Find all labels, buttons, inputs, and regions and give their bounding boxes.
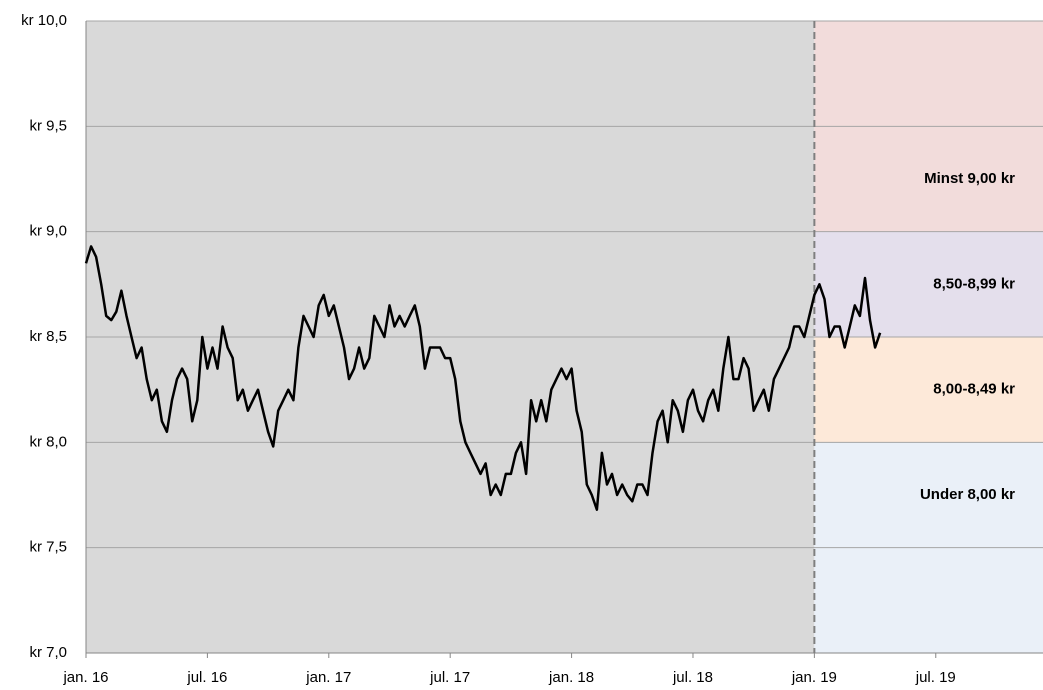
band-label: Under 8,00 kr [920,486,1015,503]
band-label: Minst 9,00 kr [924,170,1015,187]
y-tick-label: kr 9,5 [29,117,67,134]
band-label: 8,50-8,99 kr [933,275,1015,292]
y-tick-label: kr 10,0 [21,12,67,29]
y-tick-label: kr 8,5 [29,328,67,345]
x-tick-label: jul. 16 [186,669,227,686]
y-tick-label: kr 8,0 [29,433,67,450]
x-tick-label: jul. 18 [672,669,713,686]
band-label: 8,00-8,49 kr [933,381,1015,398]
y-tick-label: kr 9,0 [29,223,67,240]
x-tick-label: jan. 19 [791,669,837,686]
y-tick-label: kr 7,0 [29,644,67,661]
x-tick-label: jan. 18 [548,669,594,686]
x-tick-label: jan. 17 [305,669,351,686]
y-tick-label: kr 7,5 [29,539,67,556]
price-line [84,245,882,511]
band [814,337,1043,443]
x-tick-label: jan. 16 [62,669,108,686]
x-tick-label: jul. 17 [429,669,470,686]
x-tick-label: jul. 19 [915,669,956,686]
